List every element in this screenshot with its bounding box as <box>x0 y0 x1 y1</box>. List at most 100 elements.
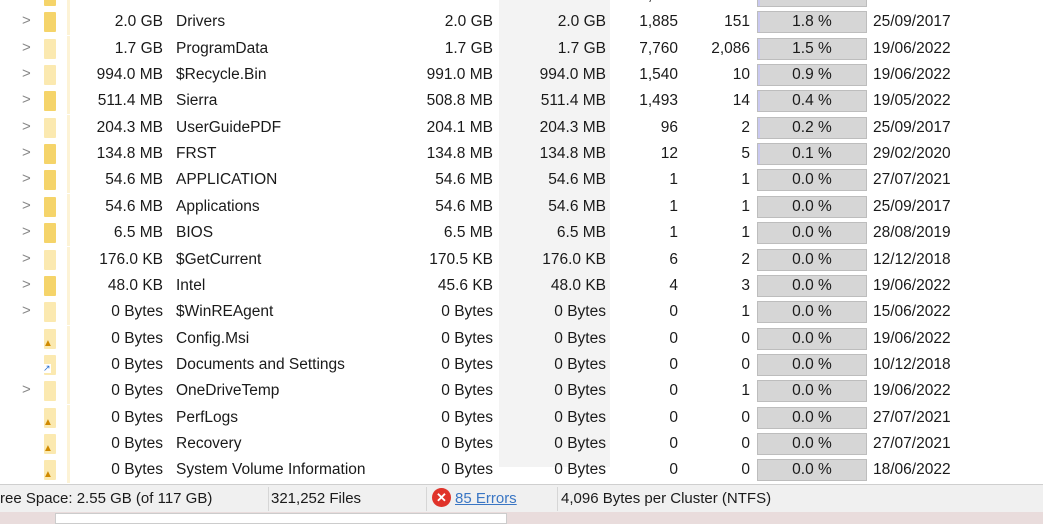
percent-text: 0.9 % <box>792 66 832 84</box>
table-row[interactable]: ▲ 0 Bytes System Volume Information 0 Bytes… <box>0 457 1043 484</box>
folders-cell: 0 <box>741 408 750 426</box>
expand-chevron-icon[interactable]: > <box>22 91 31 109</box>
errors-link[interactable]: 85 Errors <box>455 490 517 507</box>
cluster-info-text: 4,096 Bytes per Cluster (NTFS) <box>561 490 772 507</box>
date-cell: 25/09/2017 <box>873 118 951 136</box>
percent-fill <box>758 38 760 59</box>
percent-text: 0.0 % <box>792 303 832 321</box>
expand-chevron-icon[interactable]: > <box>22 117 31 135</box>
shortcut-icon: ↗ <box>43 362 51 373</box>
expand-chevron-icon[interactable]: > <box>22 144 31 162</box>
table-row[interactable]: >2.0 GB DRIVER 2.0 GB 2.0 GB 1,885 151 1.8 % 27… <box>0 0 1043 9</box>
size-on-disk-cell: 134.8 MB <box>539 145 606 163</box>
table-row[interactable]: >54.6 MB Applications 54.6 MB 54.6 MB 1 1 0.0 … <box>0 193 1043 220</box>
percent-bar: 0.4 % <box>757 90 867 113</box>
size-on-disk-cell: 6.5 MB <box>556 224 606 242</box>
table-row[interactable]: ▲ 0 Bytes Config.Msi 0 Bytes 0 Bytes 0 0 0.0 % 1… <box>0 325 1043 352</box>
size-on-disk-cell: 994.0 MB <box>539 66 606 84</box>
date-cell: 19/06/2022 <box>873 39 951 57</box>
size-cell: 6.5 MB <box>113 224 163 242</box>
expand-chevron-icon[interactable]: > <box>22 223 31 241</box>
table-row[interactable]: >2.0 GB Drivers 2.0 GB 2.0 GB 1,885 151 1.8 % 2… <box>0 9 1043 36</box>
expand-chevron-icon[interactable]: > <box>22 65 31 83</box>
folders-cell: 2 <box>741 250 750 268</box>
table-row[interactable]: >994.0 MB $Recycle.Bin 991.0 MB 994.0 MB 1,5… <box>0 62 1043 89</box>
expand-chevron-icon[interactable]: > <box>22 302 31 320</box>
date-cell: 29/02/2020 <box>873 145 951 163</box>
percent-text: 0.0 % <box>792 408 832 426</box>
size-cell: 994.0 MB <box>96 66 163 84</box>
table-row[interactable]: >54.6 MB APPLICATION 54.6 MB 54.6 MB 1 1 0.0 %… <box>0 167 1043 194</box>
folders-cell: 151 <box>724 0 750 5</box>
size-on-disk-cell: 0 Bytes <box>554 434 606 452</box>
table-row[interactable]: ▲ 0 Bytes PerfLogs 0 Bytes 0 Bytes 0 0 0.0 % 27/… <box>0 404 1043 431</box>
percent-bar: 0.0 % <box>757 353 867 376</box>
allocated-cell: 45.6 KB <box>437 276 493 294</box>
folder-icon <box>44 381 58 402</box>
table-row[interactable]: >511.4 MB Sierra 508.8 MB 511.4 MB 1,493 14 0.… <box>0 88 1043 115</box>
name-cell: System Volume Information <box>176 461 366 479</box>
expand-chevron-icon[interactable]: > <box>22 381 31 399</box>
date-cell: 27/07/2021 <box>873 408 951 426</box>
table-row[interactable]: >0 Bytes $WinREAgent 0 Bytes 0 Bytes 0 1 0.0 %… <box>0 299 1043 326</box>
expand-chevron-icon[interactable]: > <box>22 12 31 30</box>
percent-bar: 0.0 % <box>757 169 867 192</box>
files-cell: 1,493 <box>639 92 678 110</box>
table-row[interactable]: ↗ 0 Bytes Documents and Settings 0 Bytes 0 B… <box>0 351 1043 378</box>
folders-cell: 1 <box>741 303 750 321</box>
size-cell: 54.6 MB <box>105 197 163 215</box>
allocated-cell: 54.6 MB <box>435 197 493 215</box>
table-row[interactable]: >0 Bytes OneDriveTemp 0 Bytes 0 Bytes 0 1 0.0 … <box>0 378 1043 405</box>
expand-chevron-icon[interactable]: > <box>22 275 31 293</box>
percent-text: 0.0 % <box>792 250 832 268</box>
percent-text: 1.8 % <box>792 13 832 31</box>
files-cell: 0 <box>669 461 678 479</box>
percent-fill <box>758 0 760 6</box>
date-cell: 25/09/2017 <box>873 13 951 31</box>
files-cell: 1,540 <box>639 66 678 84</box>
date-cell: 10/12/2018 <box>873 355 951 373</box>
folder-icon <box>44 12 58 33</box>
table-row[interactable]: >134.8 MB FRST 134.8 MB 134.8 MB 12 5 0.1 % 29/… <box>0 141 1043 168</box>
table-row[interactable]: ▲ 0 Bytes Recovery 0 Bytes 0 Bytes 0 0 0.0 % 27/… <box>0 430 1043 457</box>
percent-text: 0.0 % <box>792 329 832 347</box>
taskbar-search-box[interactable] <box>55 513 507 524</box>
folder-icon <box>44 302 58 323</box>
warning-icon: ▲ <box>43 442 53 454</box>
expand-chevron-icon[interactable]: > <box>22 38 31 56</box>
size-cell: 511.4 MB <box>97 92 163 110</box>
expand-chevron-icon[interactable]: > <box>22 170 31 188</box>
allocated-cell: 0 Bytes <box>441 408 493 426</box>
size-cell: 2.0 GB <box>115 0 163 5</box>
allocated-cell: 0 Bytes <box>441 434 493 452</box>
size-cell: 54.6 MB <box>105 171 163 189</box>
table-row[interactable]: >48.0 KB Intel 45.6 KB 48.0 KB 4 3 0.0 % 19/06/… <box>0 272 1043 299</box>
folders-cell: 14 <box>732 92 750 110</box>
percent-text: 0.0 % <box>792 197 832 215</box>
table-row[interactable]: >176.0 KB $GetCurrent 170.5 KB 176.0 KB 6 2 0.… <box>0 246 1043 273</box>
folders-cell: 1 <box>741 197 750 215</box>
table-row[interactable]: >204.3 MB UserGuidePDF 204.1 MB 204.3 MB 96 2… <box>0 114 1043 141</box>
percent-fill <box>758 12 760 33</box>
size-on-disk-cell: 176.0 KB <box>542 250 606 268</box>
percent-text: 0.2 % <box>792 118 832 136</box>
expand-chevron-icon[interactable]: > <box>22 0 31 3</box>
table-row[interactable]: >1.7 GB ProgramData 1.7 GB 1.7 GB 7,760 2,086… <box>0 35 1043 62</box>
expand-chevron-icon[interactable]: > <box>22 196 31 214</box>
table-row[interactable]: >6.5 MB BIOS 6.5 MB 6.5 MB 1 1 0.0 % 28/08/2019 <box>0 220 1043 247</box>
date-cell: 27/07/2021 <box>873 171 951 189</box>
date-cell: 27/07/2021 <box>873 0 951 5</box>
expand-chevron-icon[interactable]: > <box>22 249 31 267</box>
size-cell: 0 Bytes <box>111 303 163 321</box>
allocated-cell: 204.1 MB <box>426 118 493 136</box>
name-cell: Documents and Settings <box>176 355 345 373</box>
size-cell: 204.3 MB <box>96 118 163 136</box>
percent-bar: 1.8 % <box>757 0 867 7</box>
allocated-cell: 0 Bytes <box>441 329 493 347</box>
folder-icon: ▲ <box>43 433 58 454</box>
folder-icon <box>44 223 58 244</box>
percent-text: 0.0 % <box>792 355 832 373</box>
allocated-cell: 134.8 MB <box>426 145 493 163</box>
percent-bar: 0.2 % <box>757 116 867 139</box>
name-cell: Sierra <box>176 92 218 110</box>
